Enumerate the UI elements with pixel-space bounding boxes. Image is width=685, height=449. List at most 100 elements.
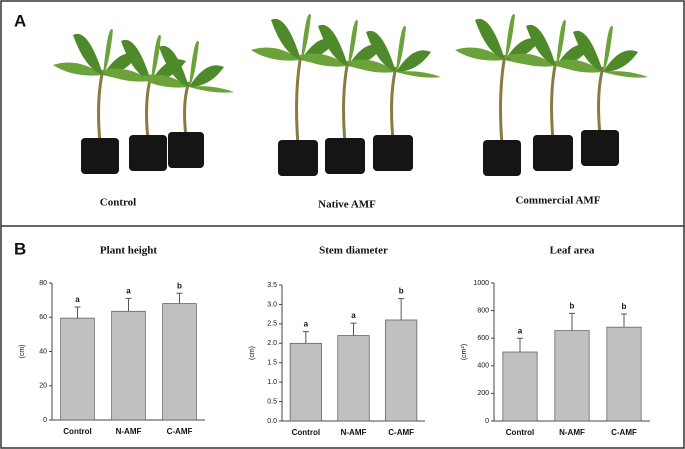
y-tick-label: 2.0 xyxy=(267,340,277,347)
stem xyxy=(550,60,558,141)
stem xyxy=(597,66,605,136)
stem xyxy=(295,54,303,146)
leaf xyxy=(271,18,301,60)
y-axis-label: (cm) xyxy=(19,345,26,359)
bar xyxy=(60,317,95,421)
y-tick-label: 60 xyxy=(39,314,47,321)
bar xyxy=(606,326,642,422)
pot xyxy=(129,135,167,171)
error-bar xyxy=(125,297,132,312)
y-tick-label: 40 xyxy=(39,348,47,355)
bar xyxy=(162,303,197,421)
leaf xyxy=(53,62,103,76)
y-axis-label: (cm) xyxy=(249,346,256,360)
pot xyxy=(373,135,413,171)
significance-letter: a xyxy=(304,320,309,329)
y-tick-label: 20 xyxy=(39,383,47,390)
leaf xyxy=(603,71,648,78)
y-tick-label: 200 xyxy=(477,390,489,397)
leaf xyxy=(475,18,505,60)
leaf xyxy=(396,50,431,72)
bar xyxy=(289,342,322,422)
plant-photo xyxy=(53,13,648,176)
stem xyxy=(145,75,153,141)
stem xyxy=(390,66,398,141)
leaf xyxy=(101,68,151,82)
stem xyxy=(342,60,350,144)
x-tick-label: N-AMF xyxy=(341,428,367,437)
y-tick-label: 400 xyxy=(477,363,489,370)
leaf xyxy=(318,24,348,66)
significance-letter: b xyxy=(622,302,627,311)
y-tick-label: 0.5 xyxy=(267,398,277,405)
leaf xyxy=(553,59,603,73)
leaf xyxy=(603,25,613,72)
y-tick-label: 0 xyxy=(43,417,47,424)
pot xyxy=(168,132,204,168)
significance-letter: a xyxy=(75,295,80,304)
significance-letter: b xyxy=(399,287,404,296)
pot xyxy=(533,135,573,171)
y-tick-label: 1.0 xyxy=(267,379,277,386)
error-bar xyxy=(176,292,183,304)
pot xyxy=(278,140,318,176)
y-tick-label: 600 xyxy=(477,335,489,342)
y-tick-label: 3.5 xyxy=(267,282,277,289)
panel-label: B xyxy=(14,239,26,258)
pot xyxy=(81,138,119,174)
y-tick-label: 80 xyxy=(39,280,47,287)
stem xyxy=(183,81,191,138)
leaf xyxy=(151,34,161,81)
x-tick-label: C-AMF xyxy=(611,428,637,437)
pot xyxy=(483,140,521,176)
leaf xyxy=(505,13,515,60)
significance-letter: a xyxy=(126,287,131,296)
error-bar xyxy=(517,337,523,352)
bar xyxy=(111,310,146,421)
bar xyxy=(337,335,370,422)
stem xyxy=(97,69,105,144)
x-tick-label: N-AMF xyxy=(116,427,142,436)
leaf xyxy=(251,47,301,61)
leaf xyxy=(189,65,224,87)
leaf xyxy=(556,19,566,66)
leaf xyxy=(103,28,113,75)
caption: Commercial AMF xyxy=(515,195,600,207)
leaf xyxy=(396,71,441,78)
chart-title: Leaf area xyxy=(550,245,595,257)
error-bar xyxy=(569,312,575,331)
significance-letter: a xyxy=(518,326,523,335)
x-tick-label: C-AMF xyxy=(167,427,193,436)
leaf xyxy=(159,45,189,87)
leaf xyxy=(73,33,103,75)
y-axis-label: (cm²) xyxy=(461,344,468,360)
pot xyxy=(325,138,365,174)
panel-label: A xyxy=(14,11,26,30)
caption: Native AMF xyxy=(318,199,376,211)
y-tick-label: 1.5 xyxy=(267,360,277,367)
significance-letter: a xyxy=(351,311,356,320)
leaf xyxy=(139,74,189,88)
caption: Control xyxy=(100,197,136,209)
leaf xyxy=(298,53,348,67)
leaf xyxy=(366,30,396,72)
x-tick-label: C-AMF xyxy=(388,428,414,437)
stem xyxy=(499,54,507,146)
error-bar xyxy=(74,306,81,319)
leaf xyxy=(348,19,358,66)
y-tick-label: 2.5 xyxy=(267,321,277,328)
y-tick-label: 800 xyxy=(477,307,489,314)
bar xyxy=(502,351,538,422)
y-tick-label: 1000 xyxy=(473,280,489,287)
x-tick-label: Control xyxy=(292,428,320,437)
y-tick-label: 3.0 xyxy=(267,301,277,308)
leaf xyxy=(455,47,505,61)
leaf xyxy=(396,25,406,72)
leaf xyxy=(121,39,151,81)
leaf xyxy=(189,40,199,87)
chart-title: Stem diameter xyxy=(319,245,388,257)
leaf xyxy=(189,86,234,93)
leaf xyxy=(573,30,603,72)
